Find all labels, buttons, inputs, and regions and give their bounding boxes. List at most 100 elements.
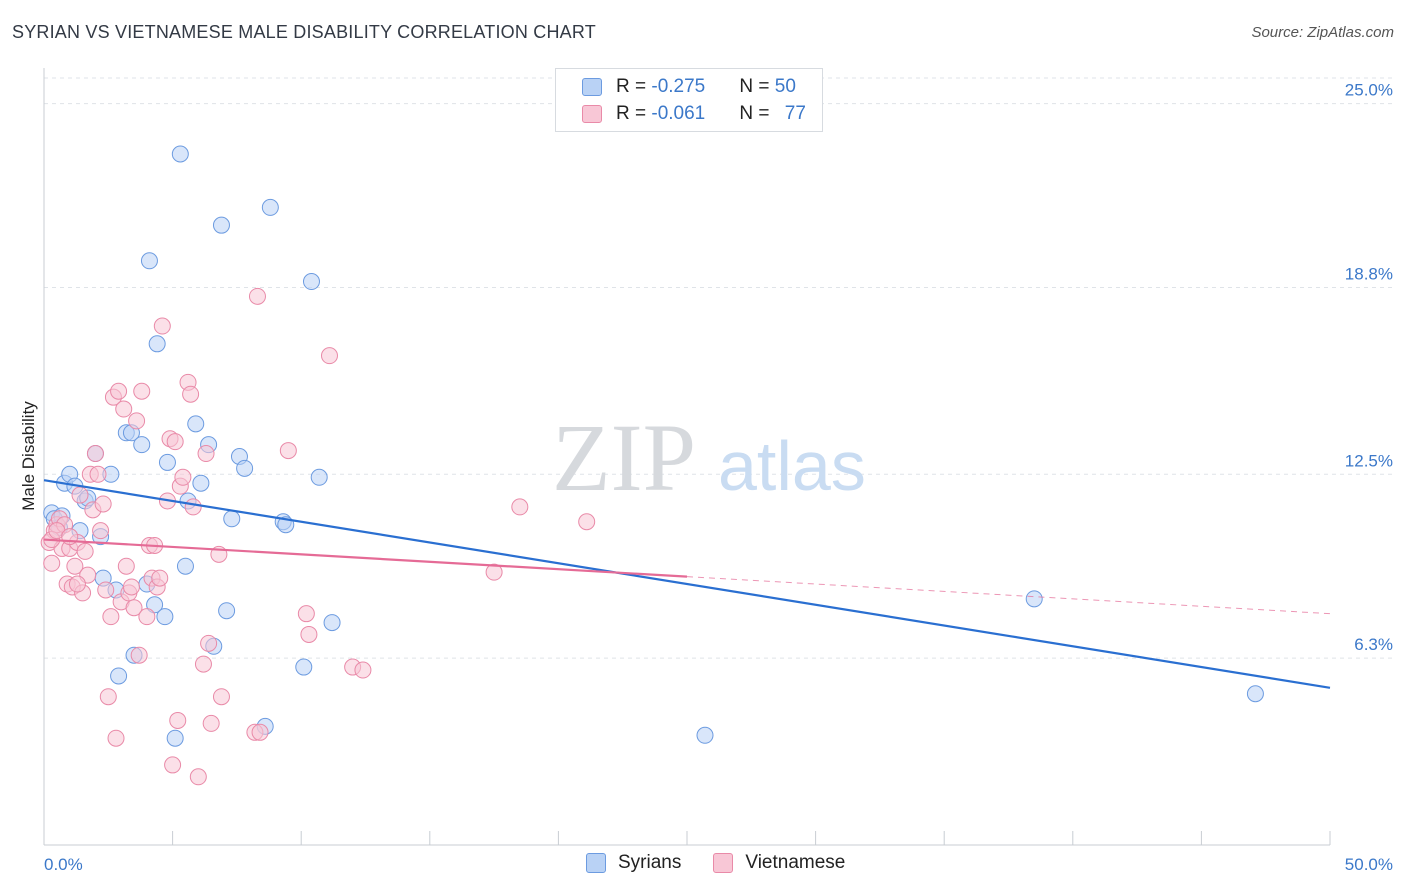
syrians-point bbox=[323, 614, 341, 632]
vietnamese-point bbox=[138, 608, 156, 626]
legend-item-vietnamese: Vietnamese bbox=[713, 852, 845, 874]
vietnamese-trend-line bbox=[43, 538, 688, 578]
chart-title: SYRIAN VS VIETNAMESE MALE DISABILITY COR… bbox=[12, 22, 596, 42]
vietnamese-point bbox=[92, 522, 110, 540]
series-legend: Syrians Vietnamese bbox=[586, 852, 877, 874]
legend-label-vietnamese: Vietnamese bbox=[745, 852, 846, 873]
source-credit: Source: ZipAtlas.com bbox=[1251, 24, 1394, 41]
vietnamese-point bbox=[194, 655, 212, 673]
vietnamese-point bbox=[212, 688, 230, 706]
syrians-trend-line bbox=[43, 479, 1331, 689]
syrians-point bbox=[212, 216, 230, 234]
syrians-point bbox=[261, 198, 279, 216]
syrians-point bbox=[310, 468, 328, 486]
syrians-point bbox=[158, 453, 176, 471]
syrians-point bbox=[696, 726, 714, 744]
syrians-point bbox=[295, 658, 313, 676]
vietnamese-point bbox=[164, 756, 182, 774]
vietnamese-point bbox=[248, 287, 266, 305]
vietnamese-point bbox=[184, 498, 202, 516]
vietnamese-point bbox=[189, 768, 207, 786]
vietnamese-point bbox=[297, 605, 315, 623]
vietnamese-point bbox=[89, 465, 107, 483]
grid-layer bbox=[44, 77, 1394, 659]
vietnamese-point bbox=[251, 723, 269, 741]
syrians-point bbox=[302, 273, 320, 291]
legend-n-value: 50 bbox=[774, 76, 796, 97]
legend-row-syrians: R = -0.275 N = 50 bbox=[556, 74, 796, 100]
legend-r-label: R = bbox=[616, 76, 652, 97]
vietnamese-point bbox=[300, 625, 318, 643]
vietnamese-point bbox=[94, 495, 112, 513]
syrians-point bbox=[148, 335, 166, 353]
legend-n-label: N = bbox=[739, 76, 775, 97]
syrians-point bbox=[166, 729, 184, 747]
vietnamese-point bbox=[511, 498, 529, 516]
vietnamese-point bbox=[107, 729, 125, 747]
vietnamese-point bbox=[110, 382, 128, 400]
y-axis-label: Male Disability bbox=[19, 401, 38, 511]
vietnamese-point bbox=[122, 578, 140, 596]
syrians-point bbox=[218, 602, 236, 620]
vietnamese-point bbox=[169, 711, 187, 729]
syrians-point bbox=[223, 510, 241, 528]
vietnamese-point bbox=[66, 557, 84, 575]
axes-layer bbox=[43, 68, 1331, 846]
legend-item-syrians: Syrians bbox=[586, 852, 681, 874]
legend-n-value: 77 bbox=[784, 103, 806, 124]
syrians-legend-icon bbox=[586, 853, 606, 873]
legend-r-value: -0.061 bbox=[651, 103, 706, 124]
syrians-point bbox=[176, 557, 194, 575]
syrians-point bbox=[133, 436, 151, 454]
points-layer bbox=[40, 145, 1264, 786]
vietnamese-point bbox=[578, 513, 596, 531]
vietnamese-point bbox=[279, 442, 297, 460]
vietnamese-point bbox=[174, 468, 192, 486]
trend-layer bbox=[43, 479, 1331, 689]
y-tick-label: 18.8% bbox=[1345, 264, 1393, 283]
vietnamese-point bbox=[197, 445, 215, 463]
vietnamese-point bbox=[68, 575, 86, 593]
y-tick-label: 25.0% bbox=[1345, 81, 1393, 100]
legend-label-syrians: Syrians bbox=[618, 852, 682, 873]
legend-row-vietnamese: R = -0.061 N = 77 bbox=[556, 101, 806, 127]
vietnamese-point bbox=[320, 347, 338, 365]
x-tick-label: 0.0% bbox=[44, 855, 83, 874]
vietnamese-point bbox=[76, 542, 94, 560]
legend-r-label: R = bbox=[616, 103, 652, 124]
syrians-point bbox=[156, 608, 174, 626]
syrians-point bbox=[146, 596, 164, 614]
vietnamese-point bbox=[86, 445, 104, 463]
vietnamese-point bbox=[99, 688, 117, 706]
watermark-atlas: atlas bbox=[718, 427, 866, 505]
vietnamese-point bbox=[102, 608, 120, 626]
vietnamese-legend-icon bbox=[713, 853, 734, 873]
vietnamese-point bbox=[182, 385, 200, 403]
correlation-legend: R = -0.275 N = 50 R = -0.061 N = 77 bbox=[555, 68, 823, 132]
vietnamese-point bbox=[130, 646, 148, 664]
vietnamese-point bbox=[202, 714, 220, 732]
legend-n-label: N = bbox=[739, 103, 775, 124]
legend-r-value: -0.275 bbox=[651, 76, 706, 97]
vietnamese-swatch-icon bbox=[582, 105, 602, 123]
vietnamese-point bbox=[71, 486, 89, 504]
vietnamese-point bbox=[115, 400, 133, 418]
syrians-point bbox=[192, 474, 210, 492]
vietnamese-point bbox=[117, 557, 135, 575]
vietnamese-point bbox=[354, 661, 372, 679]
syrians-point bbox=[1246, 685, 1264, 703]
labels-layer: 6.3% 12.5% 18.8% 25.0% 0.0% 50.0% Male Disabil… bbox=[19, 81, 1393, 874]
vietnamese-point bbox=[485, 563, 503, 581]
vietnamese-point bbox=[43, 554, 61, 572]
vietnamese-point bbox=[200, 634, 218, 652]
vietnamese-point bbox=[128, 412, 146, 430]
syrians-point bbox=[171, 145, 189, 163]
y-tick-label: 12.5% bbox=[1345, 451, 1393, 470]
vietnamese-point bbox=[151, 569, 169, 587]
vietnamese-point bbox=[97, 581, 115, 599]
syrians-swatch-icon bbox=[582, 78, 602, 96]
vietnamese-point bbox=[153, 317, 171, 335]
syrians-point bbox=[110, 667, 128, 685]
y-tick-label: 6.3% bbox=[1354, 635, 1393, 654]
